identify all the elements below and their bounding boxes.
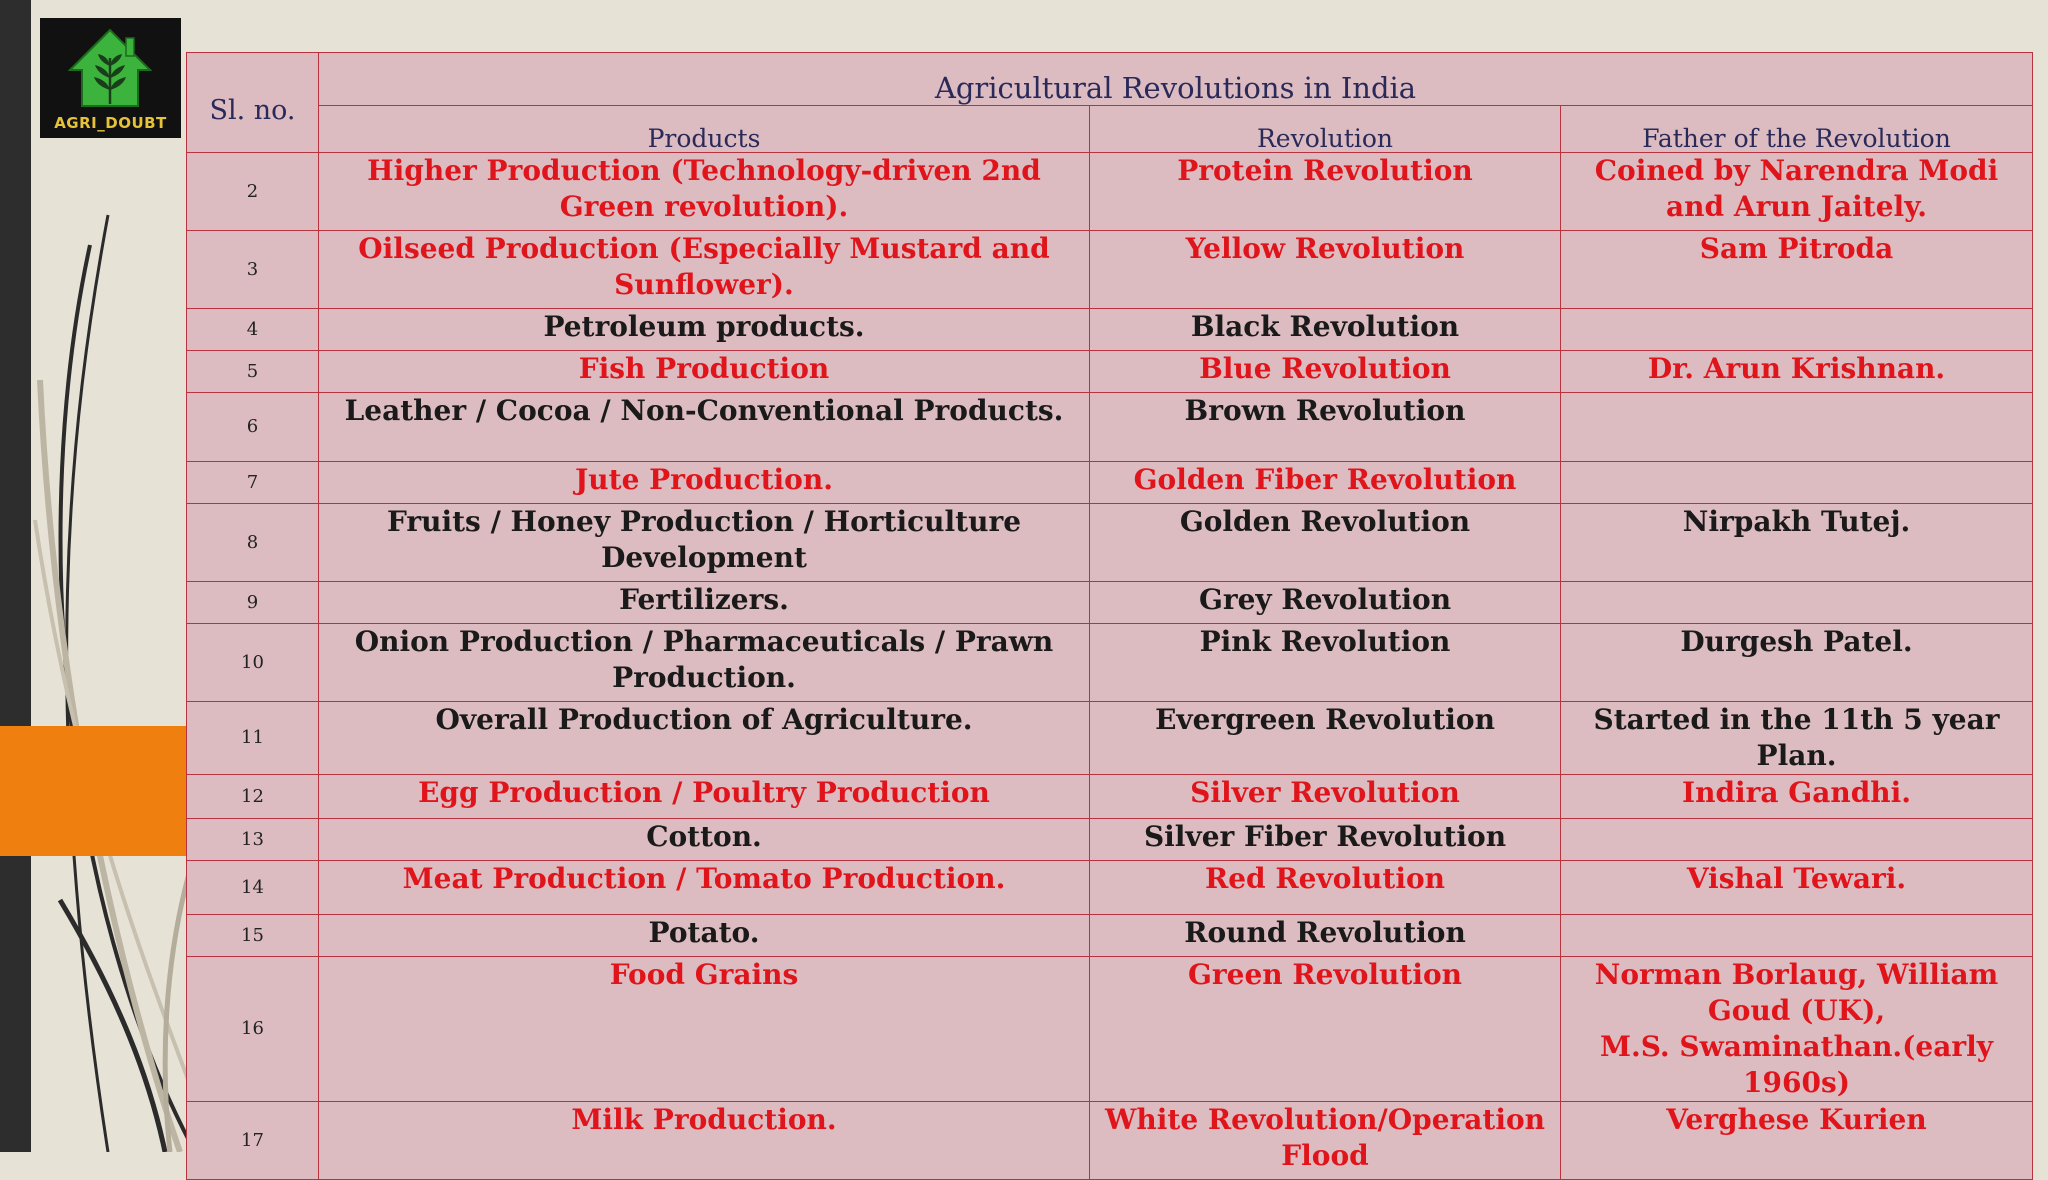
row-number: 14: [186, 860, 319, 915]
row-number: 6: [186, 392, 319, 462]
row-number: 2: [186, 152, 319, 231]
row-number: 5: [186, 350, 319, 393]
table-row: 15 Potato. Round Revolution: [186, 914, 2034, 957]
table-row: 10 Onion Production / Pharmaceuticals / P…: [186, 623, 2034, 702]
father-cell: Vishal Tewari.: [1559, 860, 2034, 915]
title-row: Sl. no. Agricultural Revolutions in Indi…: [186, 52, 2034, 153]
table-row: 7 Jute Production. Golden Fiber Revolution: [186, 461, 2034, 504]
revolution-cell: Silver Revolution: [1089, 774, 1561, 819]
row-number: 4: [186, 308, 319, 351]
product-cell: Overall Production of Agriculture.: [318, 701, 1090, 775]
product-cell: Fish Production: [318, 350, 1090, 393]
father-cell: [1559, 461, 2034, 504]
father-cell: Sam Pitroda: [1559, 230, 2034, 309]
row-number: 12: [186, 774, 319, 819]
revolution-cell: Brown Revolution: [1089, 392, 1561, 462]
father-cell: Norman Borlaug, William Goud (UK), M.S. …: [1559, 956, 2034, 1102]
house-wheat-icon: [67, 28, 153, 107]
revolution-cell: Yellow Revolution: [1089, 230, 1561, 309]
column-header-revolution: Revolution: [1089, 105, 1561, 153]
father-cell: Indira Gandhi.: [1559, 774, 2034, 819]
row-number: 7: [186, 461, 319, 504]
table-row: 14 Meat Production / Tomato Production. Re…: [186, 860, 2034, 915]
product-cell: Meat Production / Tomato Production.: [318, 860, 1090, 915]
revolution-cell: Grey Revolution: [1089, 581, 1561, 624]
table-row: 5 Fish Production Blue Revolution Dr. Arun …: [186, 350, 2034, 393]
table-row: 17 Milk Production. White Revolution/Opera…: [186, 1101, 2034, 1180]
revolution-cell: Black Revolution: [1089, 308, 1561, 351]
row-number: 16: [186, 956, 319, 1102]
table-row: 13 Cotton. Silver Fiber Revolution: [186, 818, 2034, 861]
father-cell: [1559, 581, 2034, 624]
left-dark-bar: [0, 0, 31, 1152]
revolution-cell: Green Revolution: [1089, 956, 1561, 1102]
column-header-products: Products: [318, 105, 1090, 153]
revolution-cell: Evergreen Revolution: [1089, 701, 1561, 775]
agricultural-revolutions-table: Sl. no. Agricultural Revolutions in Indi…: [186, 52, 2034, 1180]
revolution-cell: Blue Revolution: [1089, 350, 1561, 393]
father-cell: Durgesh Patel.: [1559, 623, 2034, 702]
father-cell: Started in the 11th 5 year Plan.: [1559, 701, 2034, 775]
father-cell: [1559, 308, 2034, 351]
column-header-row: Products Revolution Father of the Revolu…: [187, 105, 2034, 153]
father-cell: Verghese Kurien: [1559, 1101, 2034, 1180]
revolution-cell: White Revolution/Operation Flood: [1089, 1101, 1561, 1180]
row-number: 9: [186, 581, 319, 624]
revolution-cell: Golden Fiber Revolution: [1089, 461, 1561, 504]
father-cell: [1559, 392, 2034, 462]
table-row: 11 Overall Production of Agriculture. Ever…: [186, 701, 2034, 775]
row-number: 8: [186, 503, 319, 582]
revolution-cell: Silver Fiber Revolution: [1089, 818, 1561, 861]
row-number: 3: [186, 230, 319, 309]
row-number: 13: [186, 818, 319, 861]
table-title: Agricultural Revolutions in India: [317, 52, 2034, 106]
orange-accent-block: [0, 726, 187, 856]
revolution-cell: Pink Revolution: [1089, 623, 1561, 702]
product-cell: Oilseed Production (Especially Mustard a…: [318, 230, 1090, 309]
table-row: 2 Higher Production (Technology-driven 2n…: [186, 152, 2034, 231]
column-header-father: Father of the Revolution: [1559, 105, 2034, 153]
product-cell: Milk Production.: [318, 1101, 1090, 1180]
agri-doubt-logo: AGRI_DOUBT: [40, 18, 181, 138]
table-row: 3 Oilseed Production (Especially Mustard …: [186, 230, 2034, 309]
product-cell: Leather / Cocoa / Non-Conventional Produ…: [318, 392, 1090, 462]
sl-no-header: Sl. no.: [186, 52, 319, 153]
father-cell: Dr. Arun Krishnan.: [1559, 350, 2034, 393]
row-number: 10: [186, 623, 319, 702]
product-cell: Fruits / Honey Production / Horticulture…: [318, 503, 1090, 582]
table-row: 9 Fertilizers. Grey Revolution: [186, 581, 2034, 624]
product-cell: Onion Production / Pharmaceuticals / Pra…: [318, 623, 1090, 702]
father-cell: Nirpakh Tutej.: [1559, 503, 2034, 582]
product-cell: Cotton.: [318, 818, 1090, 861]
product-cell: Egg Production / Poultry Production: [318, 774, 1090, 819]
revolution-cell: Red Revolution: [1089, 860, 1561, 915]
product-cell: Jute Production.: [318, 461, 1090, 504]
table-row: 16 Food Grains Green Revolution Norman Borl…: [186, 956, 2034, 1102]
product-cell: Food Grains: [318, 956, 1090, 1102]
logo-text: AGRI_DOUBT: [54, 114, 167, 132]
revolution-cell: Protein Revolution: [1089, 152, 1561, 231]
revolution-cell: Round Revolution: [1089, 914, 1561, 957]
product-cell: Fertilizers.: [318, 581, 1090, 624]
table-row: 8 Fruits / Honey Production / Horticultur…: [186, 503, 2034, 582]
table-row: 6 Leather / Cocoa / Non-Conventional Prod…: [186, 392, 2034, 462]
father-cell: Coined by Narendra Modi and Arun Jaitely…: [1559, 152, 2034, 231]
table-row: 4 Petroleum products. Black Revolution: [186, 308, 2034, 351]
product-cell: Higher Production (Technology-driven 2nd…: [318, 152, 1090, 231]
row-number: 15: [186, 914, 319, 957]
revolution-cell: Golden Revolution: [1089, 503, 1561, 582]
product-cell: Potato.: [318, 914, 1090, 957]
father-cell: [1559, 914, 2034, 957]
row-number: 11: [186, 701, 319, 775]
product-cell: Petroleum products.: [318, 308, 1090, 351]
table-row: 12 Egg Production / Poultry Production Sil…: [186, 774, 2034, 819]
father-cell: [1559, 818, 2034, 861]
row-number: 17: [186, 1101, 319, 1180]
